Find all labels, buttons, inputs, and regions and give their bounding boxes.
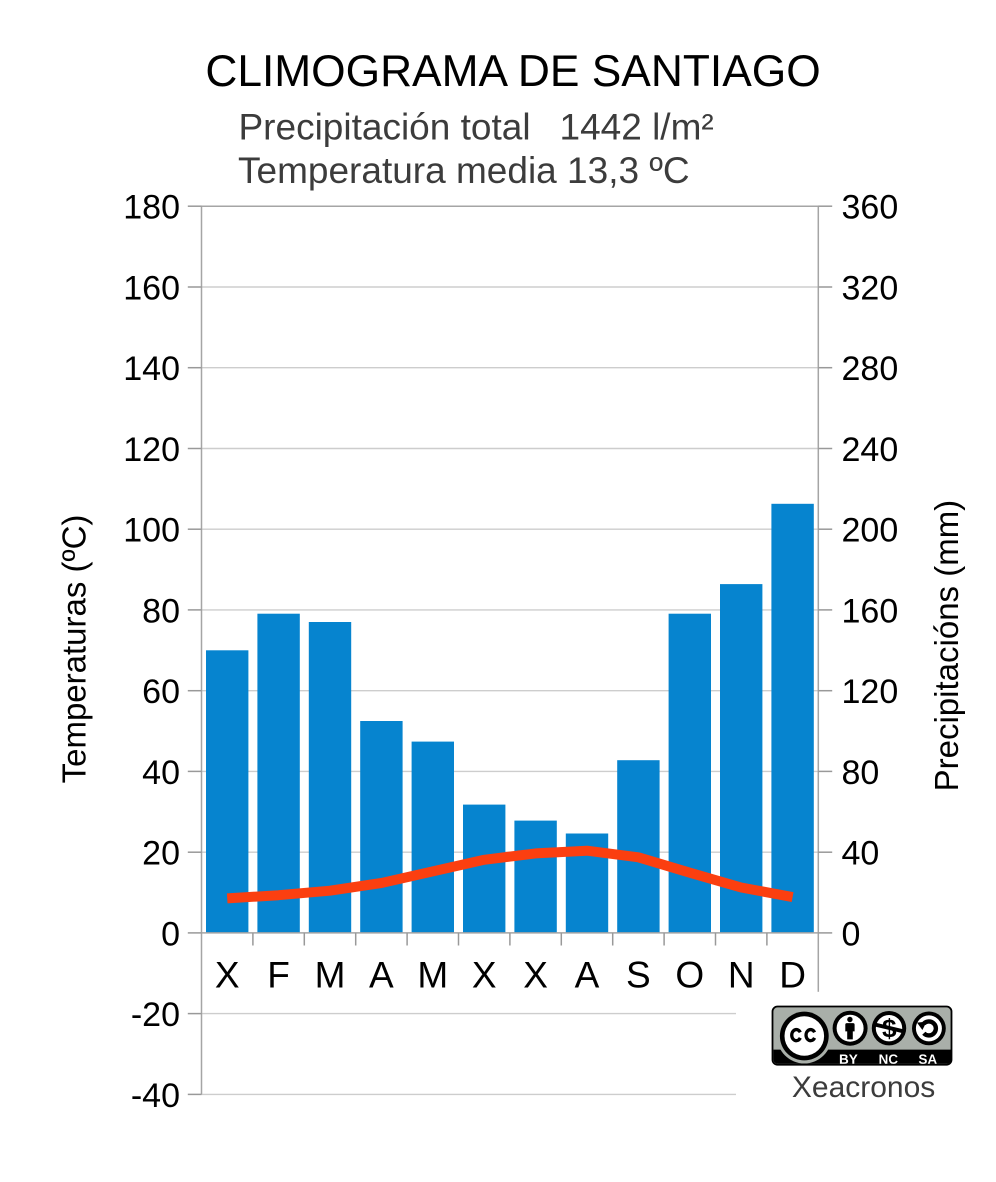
svg-text:120: 120 (123, 431, 180, 469)
svg-text:280: 280 (842, 350, 899, 388)
svg-text:180: 180 (123, 189, 180, 227)
svg-text:100: 100 (123, 512, 180, 550)
svg-text:1442 l/m²: 1442 l/m² (560, 107, 714, 148)
svg-text:A: A (369, 955, 394, 996)
svg-text:Precipitacións (mm): Precipitacións (mm) (928, 500, 965, 792)
svg-text:O: O (675, 955, 704, 996)
svg-text:40: 40 (842, 835, 880, 873)
svg-text:N: N (728, 955, 755, 996)
svg-text:X: X (472, 955, 497, 996)
svg-text:Temperatura media 13,3 ºC: Temperatura media 13,3 ºC (238, 150, 690, 191)
svg-text:Temperaturas (ºC): Temperaturas (ºC) (56, 515, 93, 784)
svg-text:160: 160 (123, 269, 180, 307)
svg-text:Xeacronos: Xeacronos (792, 1071, 935, 1104)
svg-text:80: 80 (842, 754, 880, 792)
svg-text:F: F (267, 955, 290, 996)
svg-text:320: 320 (842, 269, 899, 307)
svg-text:60: 60 (142, 673, 180, 711)
svg-text:80: 80 (142, 592, 180, 630)
svg-text:D: D (779, 955, 806, 996)
svg-text:200: 200 (842, 512, 899, 550)
svg-text:0: 0 (161, 915, 180, 953)
svg-text:40: 40 (142, 754, 180, 792)
svg-text:-40: -40 (131, 1077, 180, 1115)
svg-text:160: 160 (842, 592, 899, 630)
svg-text:120: 120 (842, 673, 899, 711)
svg-text:-20: -20 (131, 996, 180, 1034)
svg-text:A: A (575, 955, 600, 996)
svg-text:CLIMOGRAMA DE SANTIAGO: CLIMOGRAMA DE SANTIAGO (205, 47, 820, 96)
svg-text:20: 20 (142, 835, 180, 873)
svg-text:S: S (626, 955, 651, 996)
svg-text:X: X (215, 955, 240, 996)
svg-text:140: 140 (123, 350, 180, 388)
svg-text:X: X (523, 955, 548, 996)
svg-text:M: M (315, 955, 346, 996)
svg-text:0: 0 (842, 915, 861, 953)
svg-text:Precipitación total: Precipitación total (239, 107, 531, 148)
svg-text:360: 360 (842, 189, 899, 227)
svg-text:240: 240 (842, 431, 899, 469)
svg-text:M: M (417, 955, 448, 996)
